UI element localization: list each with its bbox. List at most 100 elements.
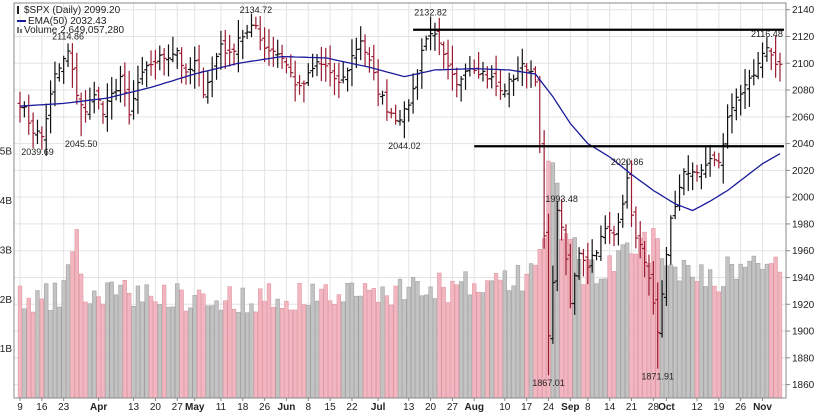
price-annotation: 1993.48	[545, 194, 578, 204]
price-bar	[637, 221, 643, 259]
price-bar	[366, 47, 372, 73]
volume-bar	[231, 309, 237, 399]
volume-bar	[96, 296, 101, 399]
price-bar	[336, 62, 342, 99]
volume-bar	[476, 291, 481, 399]
volume-bar	[314, 300, 320, 399]
price-bar	[257, 16, 263, 51]
date-tick-label: 24	[543, 402, 555, 412]
price-bar	[183, 63, 189, 85]
volume-bar	[362, 283, 368, 399]
volume-bar	[332, 304, 337, 399]
volume-bar	[345, 283, 350, 399]
volume-bar	[349, 282, 355, 399]
legend-symbol: $SPX (Daily) 2099.20	[24, 5, 121, 16]
price-annotation: 1867.01	[532, 378, 565, 388]
price-bar	[428, 16, 434, 51]
legend-background	[15, 5, 24, 15]
volume-bar	[694, 281, 700, 399]
date-tick-label: 13	[128, 402, 140, 412]
volume-bar	[135, 285, 141, 399]
date-tick-label: 10	[499, 402, 511, 412]
volume-bar	[131, 306, 136, 399]
volume-bar	[616, 250, 621, 399]
volume-bar	[559, 239, 564, 399]
volume-bar	[236, 312, 241, 399]
volume-bar	[92, 290, 97, 399]
volume-bar	[590, 259, 595, 399]
volume-bar	[218, 309, 224, 399]
volume-bar	[57, 306, 62, 399]
price-bar	[65, 43, 71, 68]
volume-bar	[542, 238, 547, 399]
volume-bar	[620, 244, 625, 399]
month-tick-label: Nov	[753, 402, 772, 412]
volume-bar	[327, 300, 333, 399]
volume-bar	[306, 305, 311, 399]
price-bar	[157, 45, 163, 71]
volume-bar	[760, 268, 765, 399]
volume-bar	[507, 290, 512, 399]
price-bar	[524, 62, 530, 89]
price-bar	[532, 66, 538, 87]
volume-bar	[729, 264, 735, 399]
volume-bar	[367, 289, 372, 399]
price-bar	[559, 199, 565, 241]
price-tick-label: 2000	[792, 193, 815, 204]
price-bar	[222, 29, 228, 70]
volume-bar	[485, 280, 490, 399]
volume-bar	[297, 283, 302, 399]
volume-bar	[756, 263, 761, 399]
price-bar	[148, 50, 154, 76]
volume-bar	[65, 264, 71, 399]
volume-bar	[376, 301, 381, 399]
volume-bar	[275, 298, 280, 399]
volume-bar	[537, 249, 542, 399]
volume-bar	[48, 310, 53, 399]
price-bar	[716, 152, 722, 169]
volume-bar	[249, 303, 254, 399]
volume-bar	[371, 288, 376, 399]
price-annotation: 1871.91	[641, 372, 674, 382]
month-tick-label: Apr	[90, 402, 107, 412]
price-bar	[725, 104, 731, 149]
volume-bar	[437, 272, 442, 399]
price-bar	[48, 80, 54, 134]
volume-bar	[262, 300, 267, 399]
price-bar	[519, 48, 525, 86]
volume-bar	[30, 311, 36, 399]
price-bars	[17, 13, 783, 376]
price-bar	[187, 57, 193, 85]
volume-bar	[393, 285, 398, 399]
price-bar	[711, 151, 717, 167]
price-bar	[270, 36, 276, 67]
price-bar	[615, 213, 621, 246]
volume-bar	[162, 284, 167, 399]
volume-bar	[380, 286, 385, 399]
volume-bar	[480, 292, 486, 399]
volume-bar	[127, 292, 132, 399]
volume-bar	[712, 285, 717, 399]
price-bar	[61, 55, 67, 84]
price-tick-label: 1880	[792, 353, 815, 364]
price-annotation: 2020.86	[611, 157, 644, 167]
price-bar	[69, 43, 75, 88]
volume-bar	[358, 295, 363, 399]
volume-bar	[725, 256, 730, 399]
price-annotation: 2044.02	[388, 141, 421, 151]
volume-bar	[419, 295, 424, 399]
month-tick-label: Jul	[371, 402, 386, 412]
price-bar	[331, 63, 337, 96]
volume-bar	[716, 291, 721, 399]
volume-bar	[310, 283, 315, 399]
volume-bar	[52, 282, 58, 399]
price-bar	[668, 215, 674, 265]
date-tick-label: 16	[36, 402, 48, 412]
volume-bar	[44, 283, 49, 399]
price-bar	[253, 16, 259, 30]
price-bar	[642, 241, 648, 278]
date-tick-label: 8	[305, 402, 311, 412]
volume-bar	[100, 303, 106, 399]
price-bar	[659, 280, 665, 338]
price-bar	[126, 70, 132, 125]
